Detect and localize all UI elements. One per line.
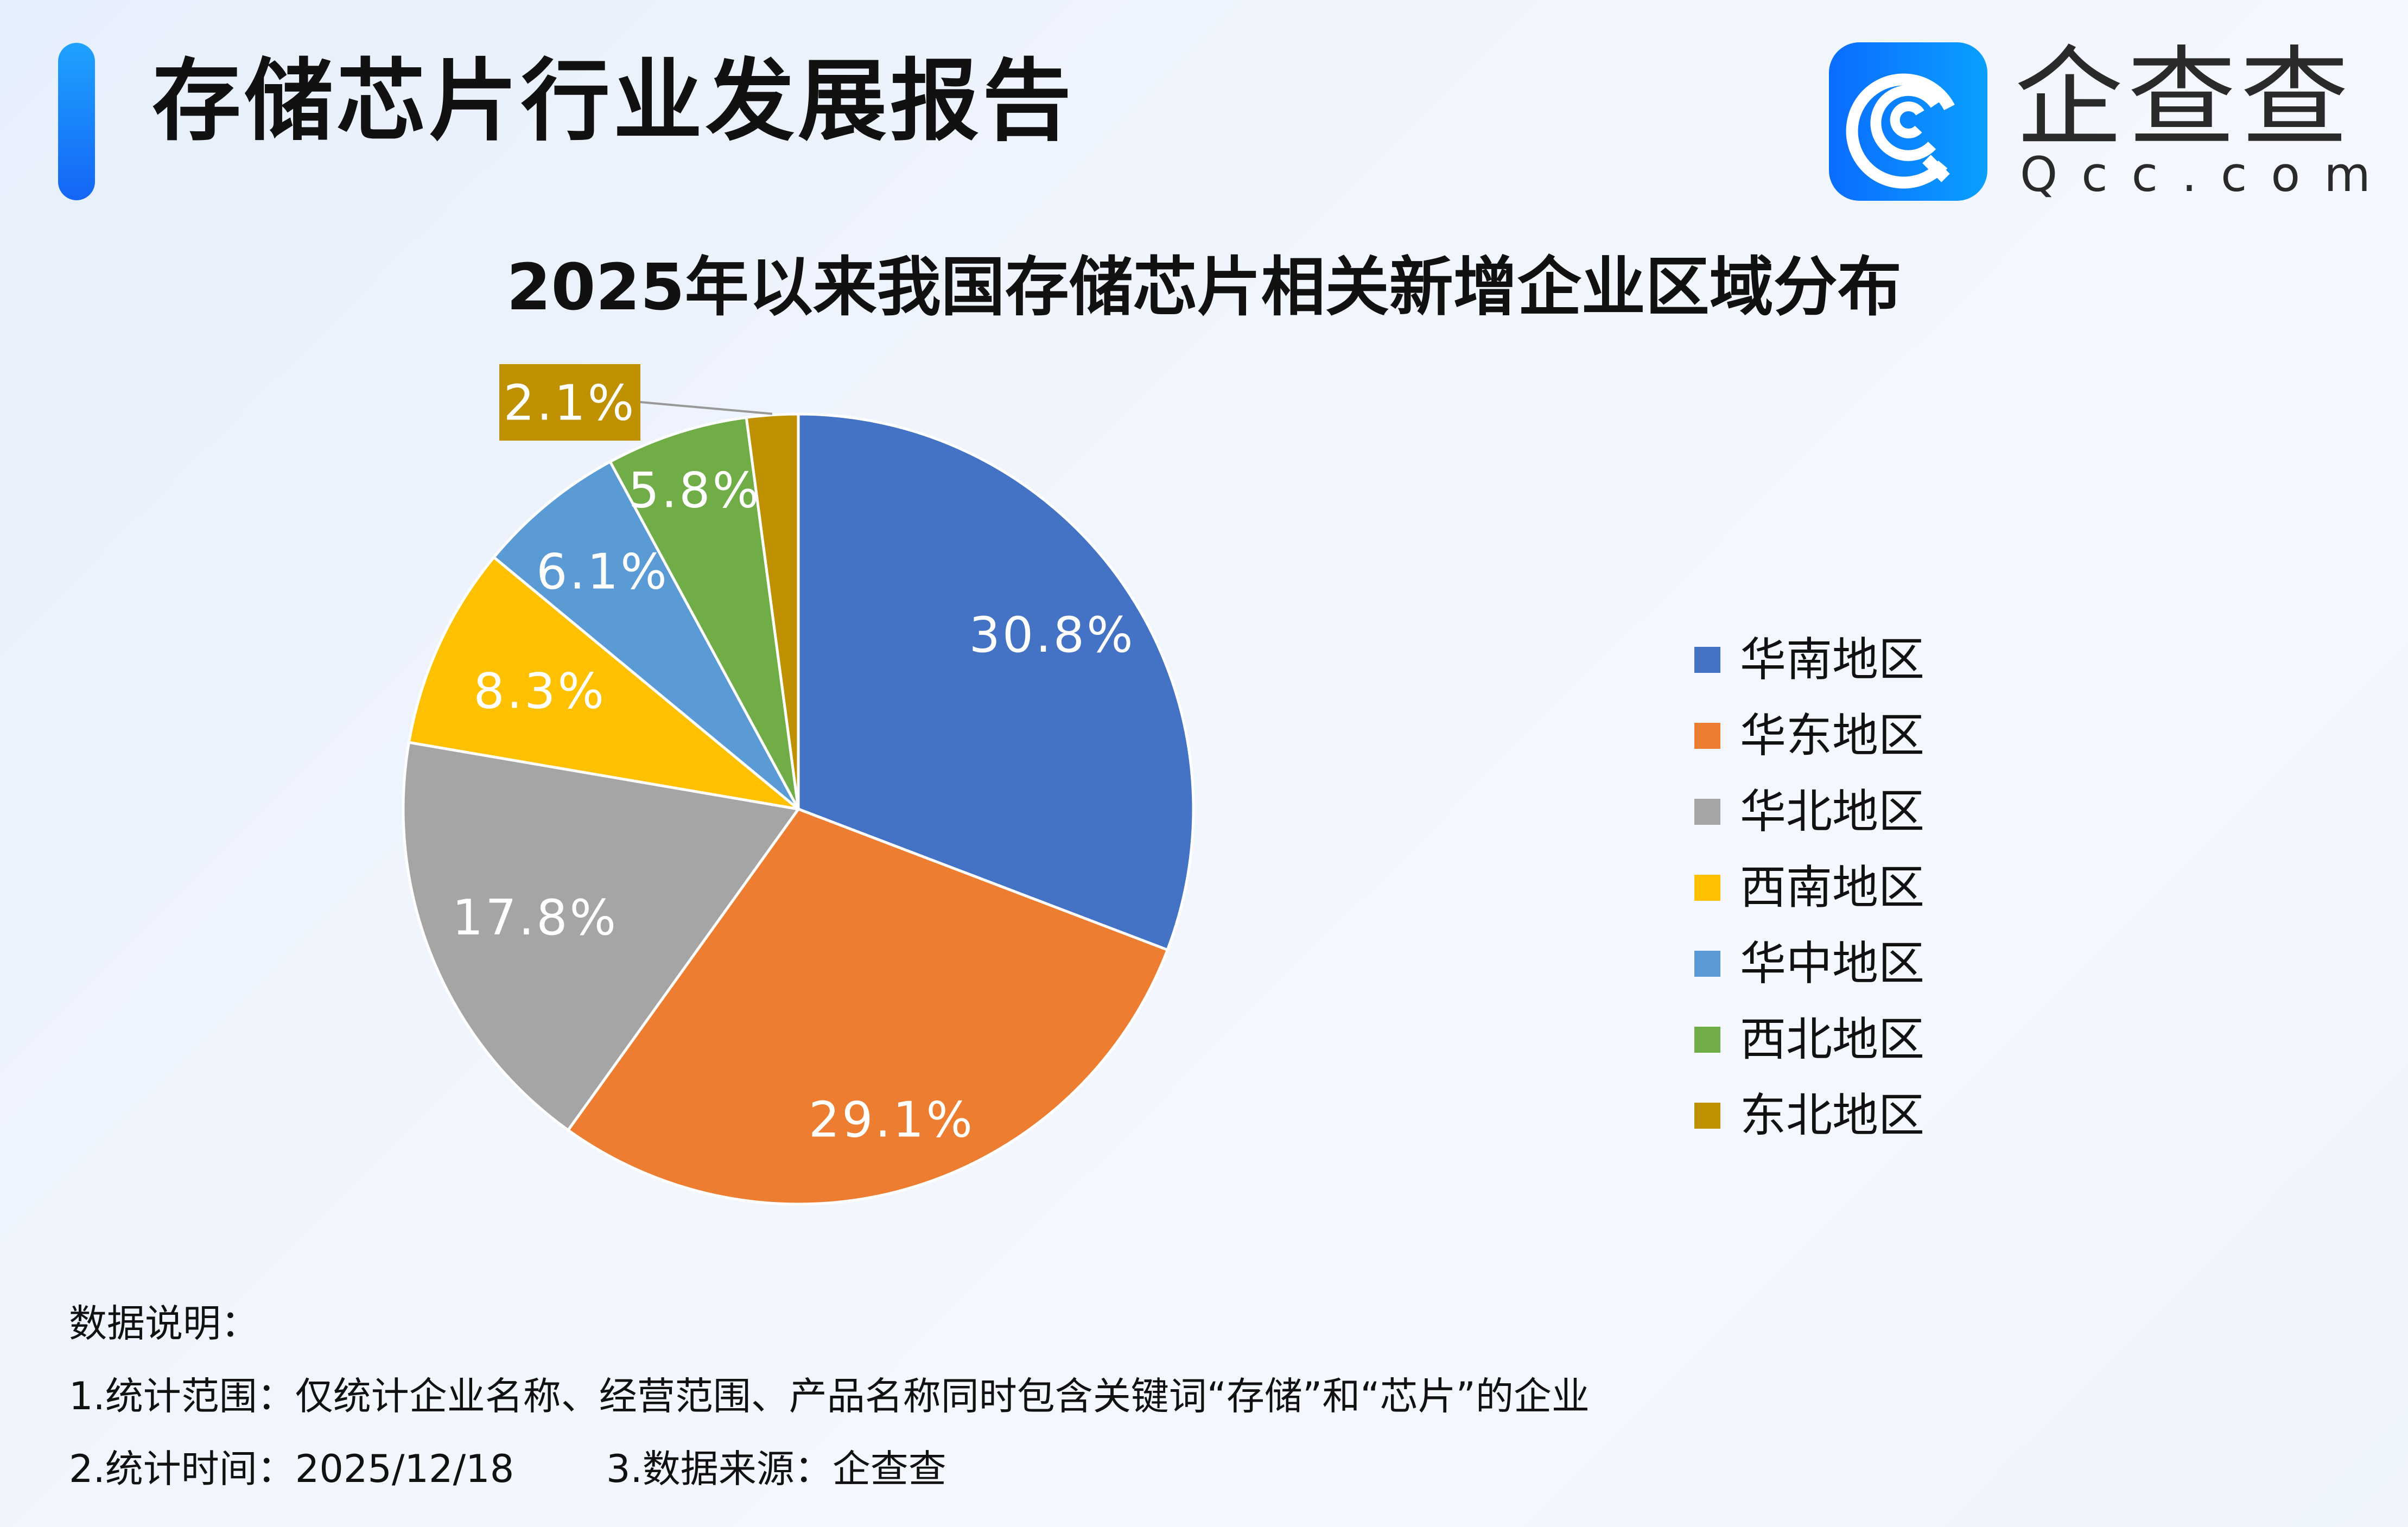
legend-item: 东北地区 xyxy=(1694,1078,1924,1154)
data-label: 8.3% xyxy=(473,663,606,720)
footer-source: 3.数据来源：企查查 xyxy=(606,1447,946,1491)
page-title: 存储芯片行业发展报告 xyxy=(152,49,1075,153)
legend-item: 西北地区 xyxy=(1694,1002,1924,1078)
legend: 华南地区华东地区华北地区西南地区华中地区西北地区东北地区 xyxy=(1694,622,1924,1154)
label-box xyxy=(499,364,640,441)
pie-slice-2 xyxy=(402,741,801,1132)
legend-swatch xyxy=(1694,647,1720,673)
data-label: 5.8% xyxy=(628,462,761,519)
legend-item: 华北地区 xyxy=(1694,774,1924,850)
chart-title: 2025年以来我国存储芯片相关新增企业区域分布 xyxy=(506,250,1902,325)
legend-label: 东北地区 xyxy=(1740,1089,1925,1143)
header-accent-bar xyxy=(58,43,95,200)
pie-slice-3 xyxy=(407,555,803,812)
footer-date: 2.统计时间：2025/12/18 xyxy=(69,1447,514,1491)
legend-label: 华北地区 xyxy=(1740,785,1925,839)
logo-wordmark: 企查查 xyxy=(2015,35,2354,162)
legend-item: 华南地区 xyxy=(1694,622,1924,698)
legend-swatch xyxy=(1694,875,1720,901)
data-label: 6.1% xyxy=(536,543,669,600)
data-label: 2.1% xyxy=(504,375,637,432)
legend-swatch xyxy=(1694,951,1720,977)
pie-slice-5 xyxy=(608,416,800,810)
footer-heading: 数据说明： xyxy=(69,1301,259,1346)
legend-item: 华东地区 xyxy=(1694,698,1924,774)
legend-label: 西南地区 xyxy=(1740,861,1925,915)
qcc-logo-icon xyxy=(1829,42,1987,201)
legend-swatch xyxy=(1694,799,1720,825)
data-label: 17.8% xyxy=(452,889,618,946)
data-label: 29.1% xyxy=(809,1092,975,1149)
pie-slice-1 xyxy=(566,807,1170,1206)
logo-domain: Qcc.com xyxy=(2020,147,2394,202)
leader-line xyxy=(640,401,773,415)
footer-scope: 1.统计范围：仅统计企业名称、经营范围、产品名称同时包含关键词“存储”和“芯片”… xyxy=(69,1374,1590,1418)
legend-label: 华东地区 xyxy=(1740,709,1925,763)
legend-label: 华中地区 xyxy=(1740,937,1925,991)
legend-item: 西南地区 xyxy=(1694,850,1924,926)
legend-swatch xyxy=(1694,1103,1720,1129)
pie-slice-6 xyxy=(745,412,800,810)
legend-label: 华南地区 xyxy=(1740,633,1925,687)
legend-swatch xyxy=(1694,1027,1720,1053)
data-label: 30.8% xyxy=(969,607,1135,664)
pie-slice-4 xyxy=(492,460,800,810)
legend-item: 华中地区 xyxy=(1694,926,1924,1002)
legend-label: 西北地区 xyxy=(1740,1013,1925,1067)
legend-swatch xyxy=(1694,723,1720,749)
pie-slice-0 xyxy=(797,412,1195,952)
